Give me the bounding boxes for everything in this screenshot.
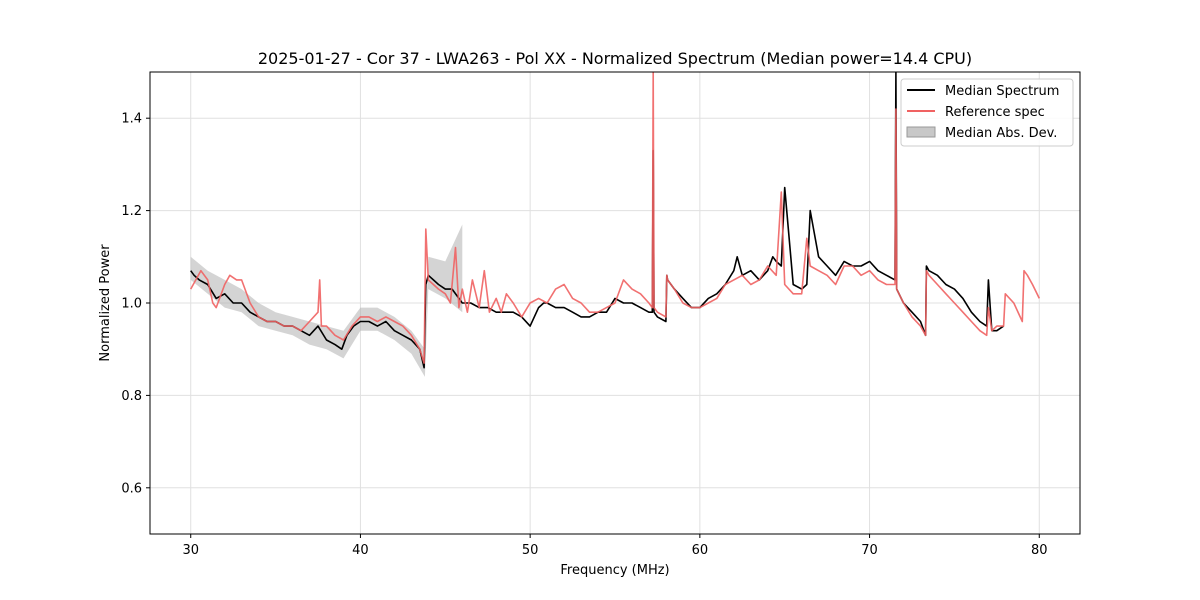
x-tick-label: 40 [352,543,369,558]
y-tick-label: 1.2 [121,204,142,219]
x-tick-label: 80 [1031,543,1048,558]
x-tick-label: 70 [861,543,878,558]
legend: Median Spectrum Reference spec Median Ab… [900,78,1074,147]
chart-title: 2025-01-27 - Cor 37 - LWA263 - Pol XX - … [258,49,972,68]
series-layer [190,72,1041,369]
x-axis-label: Frequency (MHz) [560,563,669,578]
x-tick-label: 50 [522,543,539,558]
y-tick-label: 1.0 [121,297,142,312]
legend-label-median: Median Spectrum [945,84,1059,99]
legend-box [900,78,1074,147]
x-tick-label: 60 [692,543,709,558]
series-reference-spec [190,72,1041,364]
y-axis-ticks: 0.6 0.8 1.0 1.2 1.4 [121,112,150,496]
mad-band [190,224,463,377]
series-median-spectrum [190,72,1005,369]
x-tick-label: 30 [182,543,199,558]
y-axis-label: Normalized Power [98,244,113,362]
y-tick-label: 0.6 [121,481,142,496]
mad-band-layer [190,224,463,377]
x-axis-ticks: 30 40 50 60 70 80 [182,534,1048,558]
legend-label-mad: Median Abs. Dev. [945,126,1057,141]
legend-label-reference: Reference spec [945,105,1045,120]
legend-swatch-mad [906,126,936,138]
y-tick-label: 1.4 [121,112,142,127]
y-tick-label: 0.8 [121,389,142,404]
